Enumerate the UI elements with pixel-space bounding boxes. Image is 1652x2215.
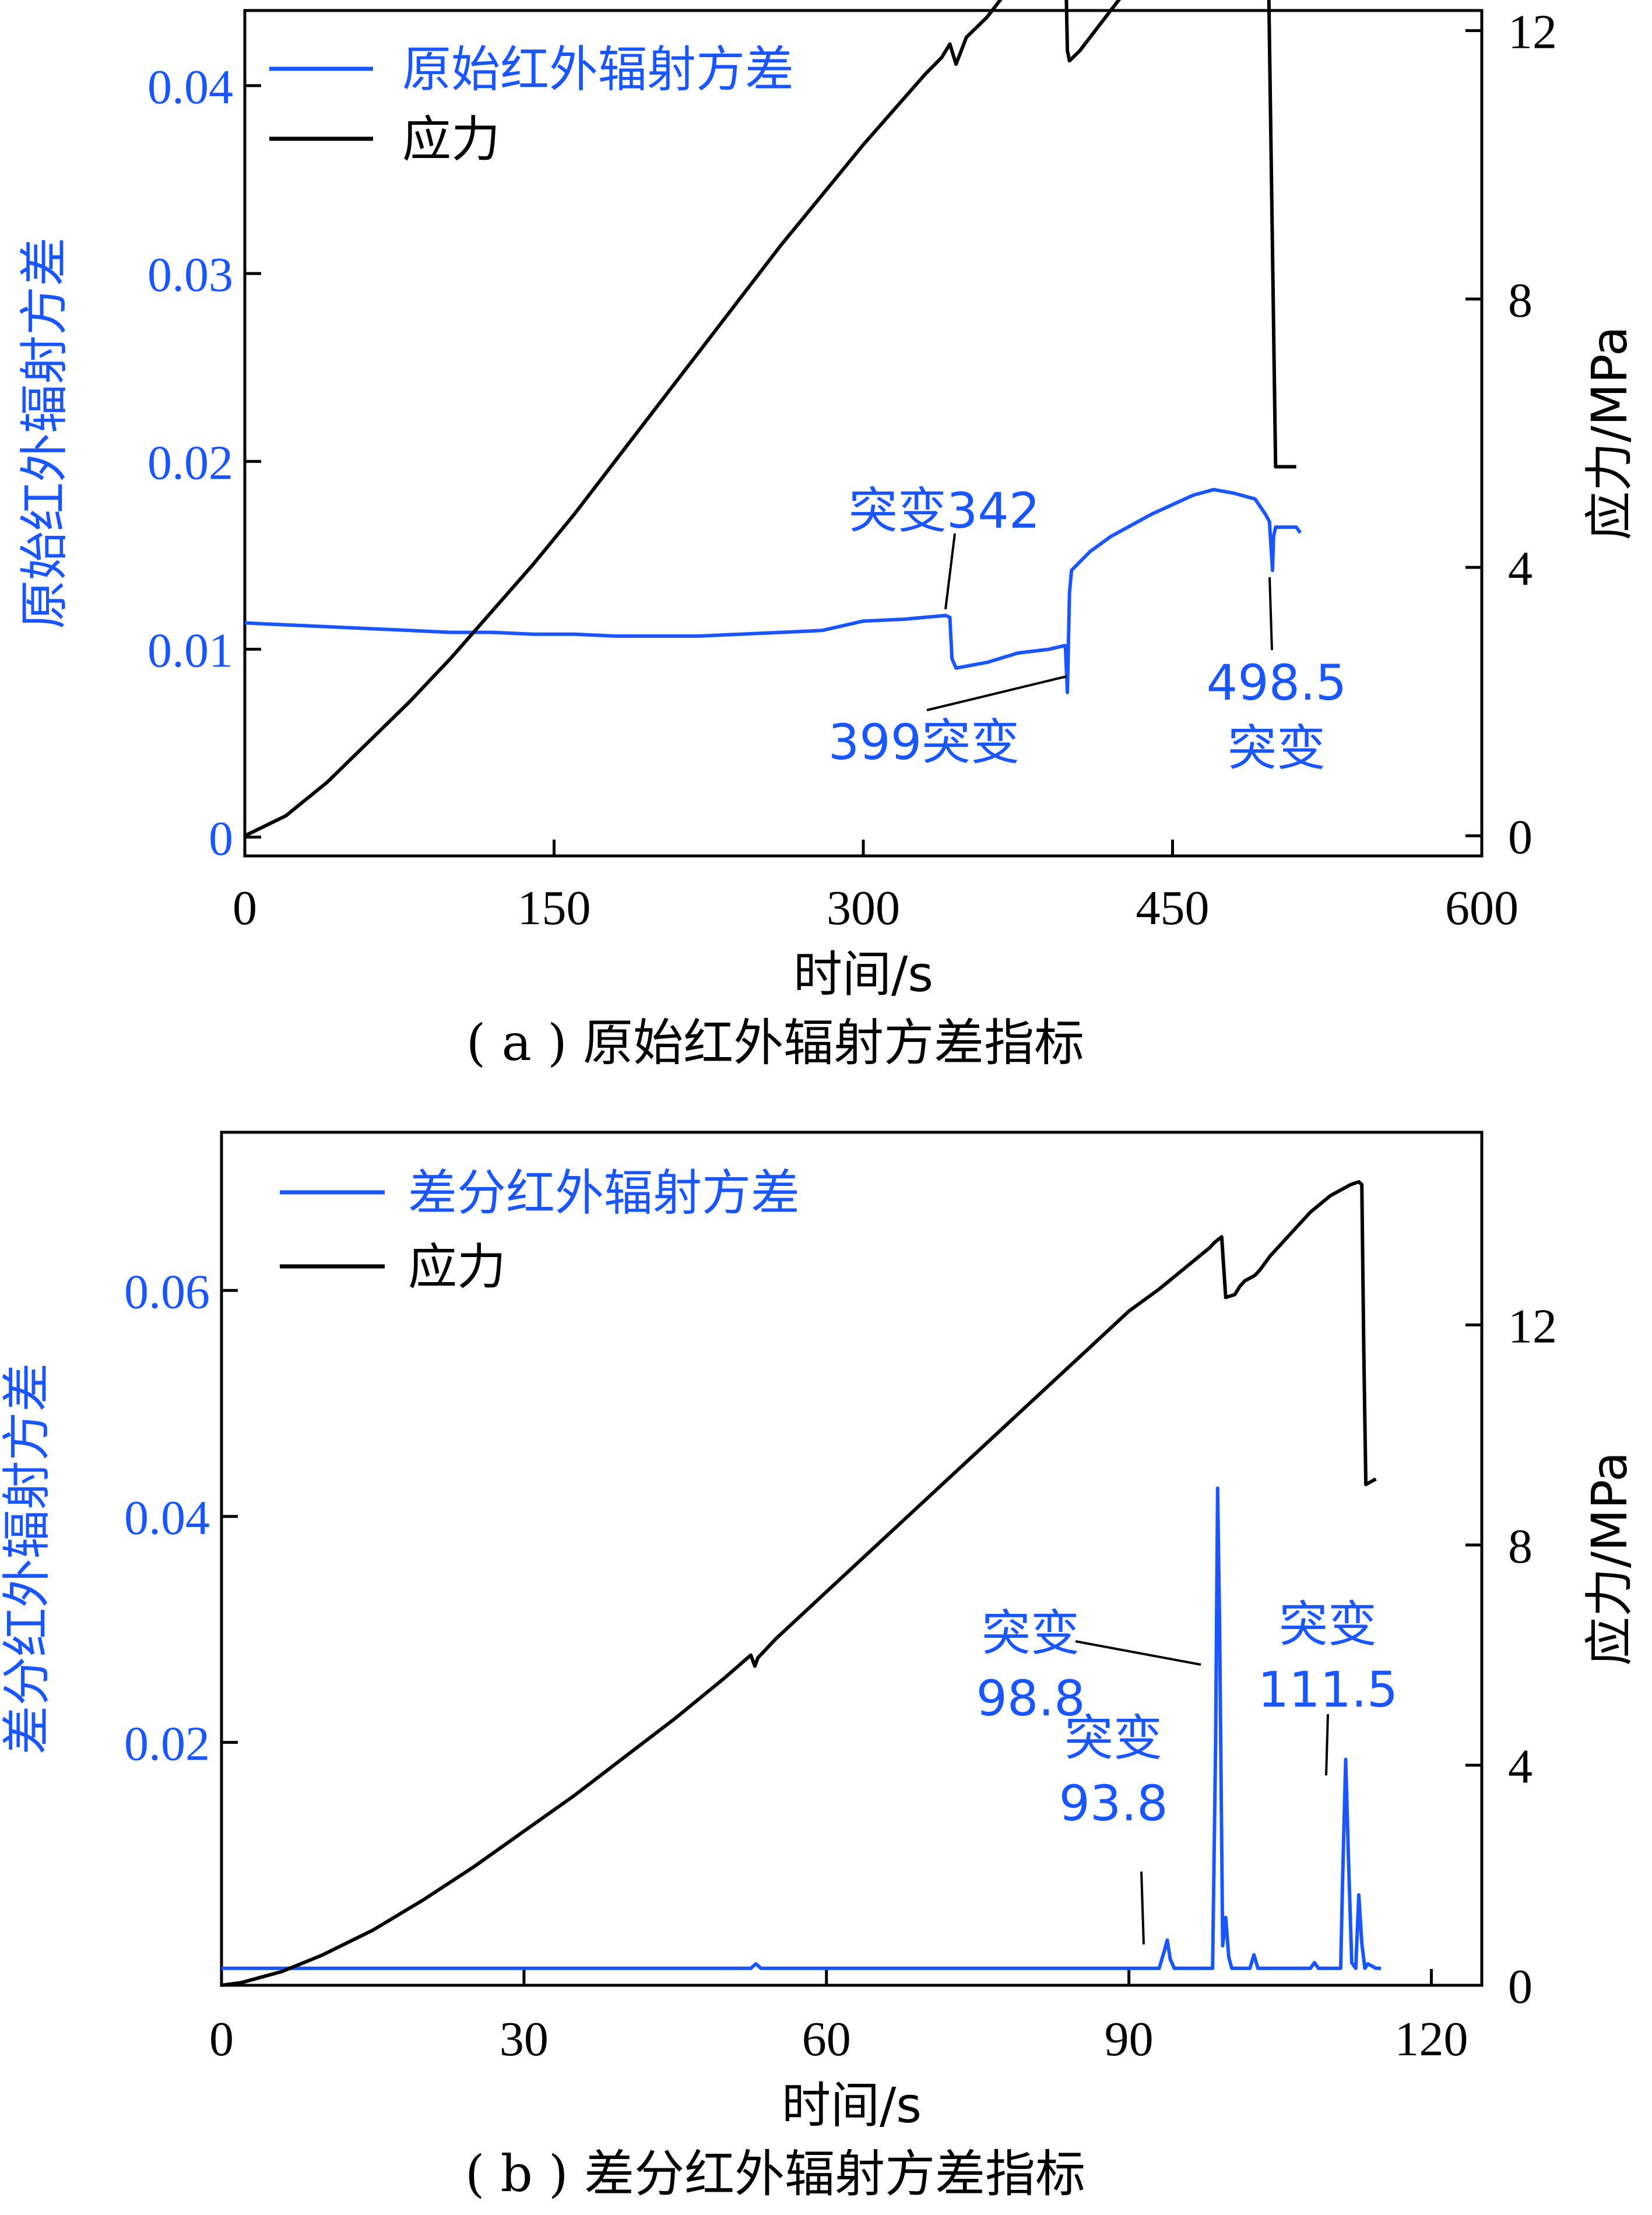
annotation-label: 111.5 bbox=[1258, 1661, 1398, 1718]
ir-variance-line bbox=[244, 487, 1302, 694]
x-tick-label: 60 bbox=[802, 2012, 851, 2066]
legend-label: 差分红外辐射方差 bbox=[408, 1164, 800, 1221]
y-left-tick-label: 0.01 bbox=[147, 624, 233, 678]
x-axis-title: 时间/s bbox=[782, 2077, 922, 2134]
y-right-axis-title: 应力/MPa bbox=[1581, 1452, 1638, 1666]
annotation-leader bbox=[944, 533, 956, 610]
y-right-tick-label: 12 bbox=[1508, 1299, 1557, 1353]
x-tick-label: 0 bbox=[209, 2012, 234, 2066]
x-tick-label: 0 bbox=[233, 881, 257, 935]
annotation-label: 498.5 bbox=[1207, 654, 1347, 711]
annotation-leader bbox=[1325, 1714, 1329, 1776]
annotation-label: 399突变 bbox=[828, 714, 1020, 771]
legend-label: 应力 bbox=[408, 1238, 506, 1296]
y-right-tick-label: 4 bbox=[1508, 542, 1533, 596]
annotation-label: 突变 bbox=[1228, 719, 1326, 777]
panel-a: 0 150 300 450 600 0 0.01 0.02 0.03 0.04 0 4 8 12 时间/s 原… bbox=[16, 0, 1638, 1072]
x-tick-label: 90 bbox=[1105, 2012, 1154, 2066]
x-tick-label: 450 bbox=[1136, 881, 1210, 935]
annotation-leader bbox=[1268, 577, 1273, 651]
y-right-axis-title: 应力/MPa bbox=[1581, 326, 1638, 540]
x-axis-title: 时间/s bbox=[793, 946, 933, 1003]
y-left-tick-label: 0.04 bbox=[147, 60, 233, 114]
annotation-label: 突变 bbox=[982, 1605, 1080, 1662]
annotation-label: 突变 bbox=[1279, 1596, 1377, 1653]
y-left-tick-label: 0.02 bbox=[124, 1716, 210, 1771]
x-tick-label: 120 bbox=[1395, 2012, 1468, 2066]
y-left-tick-label: 0 bbox=[209, 812, 233, 866]
panel-b: 0 30 60 90 1200.020.040.0604812时间/s差分红外辐射方差应… bbox=[0, 1131, 1638, 2203]
y-right-tick-label: 12 bbox=[1508, 5, 1557, 59]
legend-label: 原始红外辐射方差 bbox=[402, 41, 794, 98]
x-tick-label: 600 bbox=[1445, 881, 1519, 935]
y-right-tick-label: 8 bbox=[1508, 1519, 1533, 1574]
panel-caption: ( a ) 原始红外辐射方差指标 bbox=[466, 1014, 1084, 1072]
annotation-leader bbox=[926, 675, 1067, 711]
ir-variance-line bbox=[222, 1486, 1381, 1970]
y-right-tick-label: 8 bbox=[1508, 273, 1533, 328]
x-tick-label: 300 bbox=[827, 881, 900, 935]
legend-label: 应力 bbox=[402, 111, 500, 168]
y-left-tick-label: 0.04 bbox=[124, 1491, 210, 1545]
stress-line bbox=[244, 0, 1296, 838]
y-left-tick-label: 0.03 bbox=[147, 248, 233, 302]
plot-frame bbox=[220, 1131, 1484, 1987]
stress-line bbox=[221, 1180, 1377, 1987]
annotation-label: 突变 bbox=[1064, 1709, 1162, 1767]
y-left-tick-label: 0.06 bbox=[124, 1265, 210, 1319]
annotation-leader bbox=[1075, 1640, 1201, 1666]
annotation-leader bbox=[1140, 1871, 1145, 1945]
panel-caption: ( b ) 差分红外辐射方差指标 bbox=[465, 2145, 1085, 2203]
annotation-label: 98.8 bbox=[976, 1670, 1085, 1727]
x-tick-label: 30 bbox=[500, 2012, 549, 2066]
x-tick-label: 150 bbox=[518, 881, 591, 935]
y-right-tick-label: 0 bbox=[1508, 810, 1533, 864]
annotation-label: 93.8 bbox=[1059, 1775, 1168, 1832]
y-left-axis-title: 原始红外辐射方差 bbox=[16, 237, 73, 629]
y-right-tick-label: 0 bbox=[1508, 1960, 1533, 2014]
annotation-label: 突变342 bbox=[849, 482, 1040, 539]
y-left-tick-label: 0.02 bbox=[147, 436, 233, 490]
y-right-tick-label: 4 bbox=[1508, 1739, 1533, 1793]
y-left-axis-title: 差分红外辐射方差 bbox=[0, 1363, 55, 1754]
